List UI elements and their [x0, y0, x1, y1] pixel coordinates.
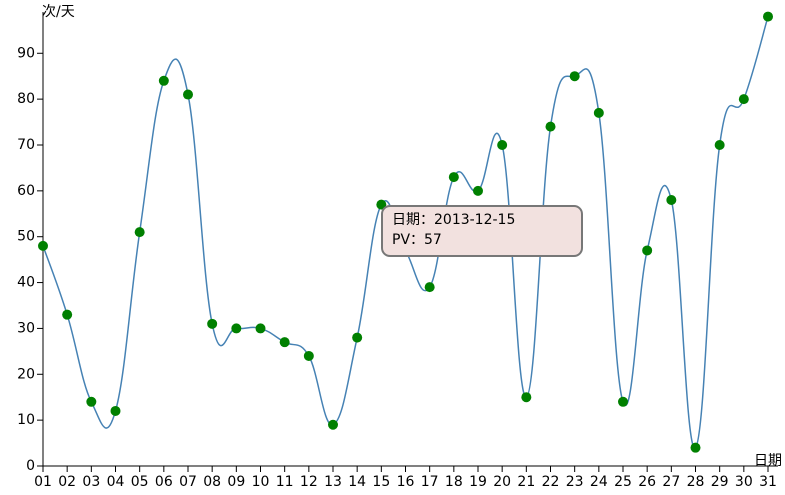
x-tick-label: 11: [276, 474, 294, 490]
x-tick-label: 26: [638, 474, 656, 490]
y-axis-label: 次/天: [42, 4, 75, 20]
point: [158, 75, 169, 86]
y-tick-label: 40: [17, 275, 35, 291]
point: [279, 337, 290, 348]
x-tick-label: 06: [155, 474, 173, 490]
x-tick-label: 29: [711, 474, 729, 490]
y-tick-label: 50: [17, 229, 35, 245]
x-tick-label: 20: [493, 474, 511, 490]
x-tick-label: 14: [348, 474, 366, 490]
point: [303, 350, 314, 361]
point: [763, 11, 773, 22]
x-axis-label: 日期: [754, 453, 782, 469]
x-tick-label: 31: [759, 474, 777, 490]
x-tick-label: 07: [179, 474, 197, 490]
point: [86, 396, 97, 407]
point: [255, 323, 266, 334]
point: [328, 419, 338, 430]
point: [738, 94, 749, 105]
point: [714, 139, 725, 150]
point: [183, 89, 193, 100]
point: [38, 240, 48, 251]
point: [424, 282, 435, 293]
x-tick-label: 15: [372, 474, 390, 490]
line: [42, 16, 769, 449]
point: [448, 172, 459, 183]
x-tick-label: 10: [252, 474, 270, 490]
point: [110, 405, 121, 416]
x-tick-label: 17: [421, 474, 439, 490]
x-tick-label: 19: [469, 474, 487, 490]
x-tick-label: 16: [397, 474, 415, 490]
point: [134, 227, 145, 238]
point: [569, 71, 580, 82]
x-tick-label: 23: [566, 474, 584, 490]
x-tick-label: 21: [517, 474, 535, 490]
tooltip-text: 日期：2013-12-15: [392, 212, 515, 228]
point: [521, 392, 532, 403]
x-tick-label: 08: [203, 474, 221, 490]
point: [690, 442, 701, 453]
x-tick-label: 25: [614, 474, 632, 490]
point: [473, 185, 483, 196]
x-tick-label: 03: [82, 474, 100, 490]
x-tick-label: 12: [300, 474, 318, 490]
x-tick-label: 13: [324, 474, 342, 490]
x-tick-label: 30: [735, 474, 753, 490]
y-tick-label: 0: [26, 458, 35, 474]
x-tick-label: 28: [687, 474, 705, 490]
x-tick-label: 22: [542, 474, 560, 490]
point: [666, 195, 677, 206]
point: [352, 332, 363, 343]
y-tick-label: 80: [17, 91, 35, 107]
point: [497, 139, 508, 150]
point: [207, 318, 218, 329]
y-tick-label: 30: [17, 320, 35, 336]
y-tick-label: 60: [17, 183, 35, 199]
x-tick-label: 27: [662, 474, 680, 490]
point: [545, 121, 556, 132]
y-tick-label: 20: [17, 366, 35, 382]
x-tick-label: 01: [34, 474, 52, 490]
point: [642, 245, 653, 256]
tooltip-box: [381, 205, 583, 257]
y-tick-label: 90: [17, 45, 35, 61]
point: [593, 107, 604, 118]
x-tick-label: 09: [227, 474, 245, 490]
y-tick-label: 70: [17, 137, 35, 153]
point: [618, 396, 628, 407]
tooltip-text: PV：57: [392, 232, 442, 248]
point: [62, 309, 73, 320]
x-tick-label: 04: [107, 474, 125, 490]
y-tick-label: 10: [17, 412, 35, 428]
point: [376, 199, 387, 210]
point: [231, 323, 242, 334]
x-tick-label: 05: [131, 474, 149, 490]
x-tick-label: 02: [58, 474, 76, 490]
x-tick-label: 24: [590, 474, 608, 490]
x-tick-label: 18: [445, 474, 463, 490]
tooltip: 日期：2013-12-15 PV：57: [381, 205, 583, 257]
